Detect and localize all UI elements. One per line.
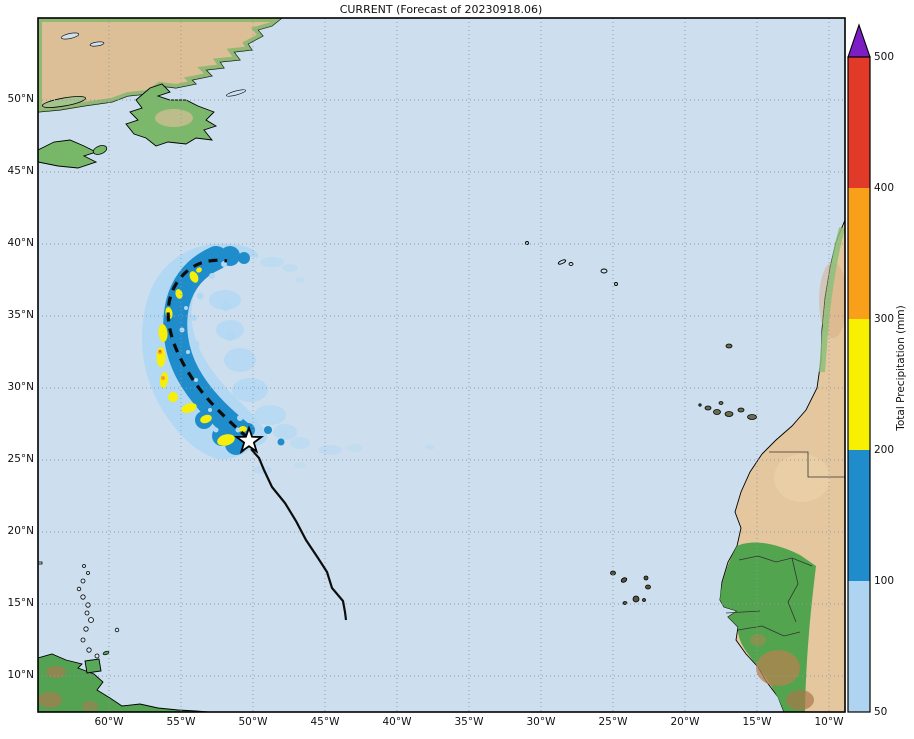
lon-tick: 60°W <box>94 716 124 728</box>
madeira-island <box>725 343 733 349</box>
lat-tick: 45°N <box>7 165 34 177</box>
lon-tick: 35°W <box>454 716 484 728</box>
lat-tick: 20°N <box>7 525 34 537</box>
islands-atlantic <box>525 241 757 605</box>
colorbar-over-arrow <box>847 23 871 58</box>
lon-tick: 50°W <box>238 716 268 728</box>
tobago-island <box>102 650 110 656</box>
strait <box>226 89 246 97</box>
precip-heavy-cells <box>156 267 247 446</box>
islands-lesser-antilles <box>38 561 120 659</box>
colorbar-tick: 200 <box>874 444 895 456</box>
colorbar-tick: 400 <box>874 182 895 194</box>
anticosti-island <box>41 96 87 108</box>
trinidad-island <box>84 658 102 674</box>
colorbar-frame <box>847 56 871 713</box>
lon-tick: 45°W <box>310 716 340 728</box>
canary-islands <box>698 401 757 420</box>
chart-title: CURRENT (Forecast of 20230918.06) <box>339 3 543 16</box>
plot-border <box>37 17 846 713</box>
lon-tick: 30°W <box>526 716 556 728</box>
lon-tick: 20°W <box>670 716 700 728</box>
colorbar-tick: 50 <box>874 706 888 718</box>
forecast-track-dashed <box>166 258 250 440</box>
colorbar-tick: 500 <box>874 51 895 63</box>
core-speckles <box>179 261 243 433</box>
lake <box>89 41 105 47</box>
colorbar-tick: 300 <box>874 313 895 325</box>
precip-extreme-cells <box>157 349 165 380</box>
land-africa <box>719 219 845 712</box>
land-nova-scotia <box>38 96 108 169</box>
lon-tick: 25°W <box>598 716 628 728</box>
country-borders <box>725 451 845 637</box>
storm-center-star <box>233 425 265 454</box>
lon-tick: 40°W <box>382 716 412 728</box>
land-newfoundland <box>125 83 218 147</box>
grid-lines <box>38 18 845 712</box>
lon-tick: 55°W <box>166 716 196 728</box>
lake <box>60 32 80 40</box>
azores-islands <box>525 241 618 286</box>
lat-tick: 15°N <box>7 597 34 609</box>
land-canada <box>38 18 283 113</box>
colorbar-title: Total Precipitation (mm) <box>895 305 907 431</box>
lat-tick: 40°N <box>7 237 34 249</box>
lon-tick: 10°W <box>814 716 844 728</box>
lat-tick: 35°N <box>7 309 34 321</box>
lat-tick: 25°N <box>7 453 34 465</box>
lon-tick: 15°W <box>742 716 772 728</box>
colorbar-tick: 100 <box>874 575 895 587</box>
past-track-solid <box>250 448 348 621</box>
lat-tick: 30°N <box>7 381 34 393</box>
colorbar <box>847 23 871 713</box>
lat-tick: 50°N <box>7 93 34 105</box>
lat-tick: 10°N <box>7 669 34 681</box>
